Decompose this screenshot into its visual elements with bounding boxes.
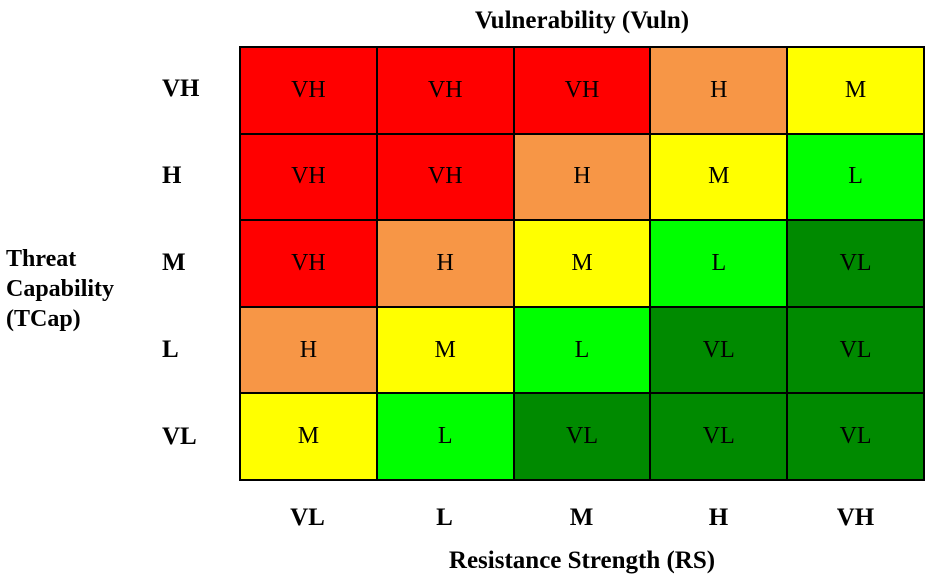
heatmap-cell-vl-m: VL [513, 393, 651, 480]
heatmap-cell-m-m: M [513, 220, 651, 307]
chart-title: Vulnerability (Vuln) [474, 7, 690, 34]
heatmap-cell-h-vh: L [787, 133, 924, 221]
heatmap-cell-m-l: H [376, 220, 514, 307]
heatmap-cell-h-h: M [650, 133, 788, 221]
y-axis-title-line-1: Threat [6, 246, 77, 272]
heatmap-cell-h-m: H [513, 133, 651, 221]
y-tick-label-h: H [162, 162, 182, 189]
heatmap-cell-vh-m: VH [513, 47, 651, 134]
heatmap-cell-m-vl: VH [240, 220, 377, 307]
heatmap-cell-l-m: L [513, 306, 651, 394]
heatmap-cell-vh-vh: M [787, 47, 924, 134]
heatmap-cell-vl-l: L [376, 393, 514, 480]
heatmap-cell-l-vh: VL [787, 306, 924, 394]
heatmap-cell-m-h: L [650, 220, 788, 307]
y-axis-title-line-3: (TCap) [6, 306, 81, 332]
heatmap-cell-l-vl: H [240, 306, 377, 394]
heatmap-cell-m-vh: VL [787, 220, 924, 307]
y-tick-label-l: L [162, 336, 179, 363]
x-axis-title: Resistance Strength (RS) [448, 547, 716, 574]
y-tick-label-vl: VL [162, 423, 197, 450]
heatmap-cell-vh-h: H [650, 47, 788, 134]
heatmap-cell-vl-h: VL [650, 393, 788, 480]
heatmap-cell-l-l: M [376, 306, 514, 394]
y-tick-label-vh: VH [162, 75, 200, 102]
heatmap-cell-vl-vh: VL [787, 393, 924, 480]
heatmap-cell-vh-vl: VH [240, 47, 377, 134]
x-tick-label-h: H [708, 504, 729, 531]
y-axis-title: Threat Capability (TCap) [6, 244, 114, 334]
x-tick-label-l: L [436, 504, 453, 531]
heatmap-cell-vl-vl: M [240, 393, 377, 480]
heatmap-cell-h-vl: VH [240, 133, 377, 221]
heatmap-cell-vh-l: VH [376, 47, 514, 134]
x-tick-label-vh: VH [836, 504, 875, 531]
x-tick-label-vl: VL [290, 504, 325, 531]
y-tick-label-m: M [162, 249, 186, 276]
x-tick-label-m: M [569, 504, 594, 531]
heatmap-cell-h-l: VH [376, 133, 514, 221]
heatmap-cell-l-h: VL [650, 306, 788, 394]
heatmap-grid: VH VH VH H M VH VH H M L VH H M L VL H M L VL VL M L VL VL VL [239, 46, 925, 481]
y-axis-title-line-2: Capability [6, 276, 115, 302]
